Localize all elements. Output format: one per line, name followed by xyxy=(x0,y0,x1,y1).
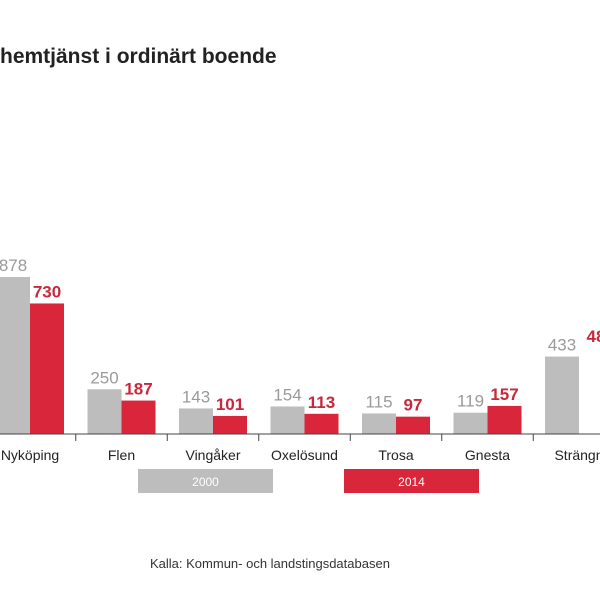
value-label-2000-3: 154 xyxy=(273,385,301,404)
bar-2000-4 xyxy=(362,413,396,434)
legend: 2000 2014 xyxy=(138,469,479,493)
category-label-6: Strängn xyxy=(554,447,600,463)
value-label-2000-5: 119 xyxy=(457,392,484,411)
category-label-0: Nyköping xyxy=(1,447,59,463)
category-label-3: Oxelösund xyxy=(271,447,338,463)
chart-title: hemtjänst i ordinärt boende xyxy=(0,45,277,68)
bars-group xyxy=(0,277,579,434)
bar-2000-2 xyxy=(179,408,213,434)
category-label-4: Trosa xyxy=(378,447,413,463)
value-label-2014-1: 187 xyxy=(124,380,152,399)
category-label-5: Gnesta xyxy=(465,447,510,463)
bar-2014-3 xyxy=(304,413,339,434)
x-axis-ticks xyxy=(75,434,534,441)
value-label-2000-0: 878 xyxy=(0,256,27,275)
value-label-2014-5: 157 xyxy=(490,385,518,404)
value-label-2014-2: 101 xyxy=(216,395,244,414)
bar-2014-5 xyxy=(487,405,522,434)
value-label-2000-6: 433 xyxy=(548,336,576,355)
legend-label-2014: 2014 xyxy=(398,475,425,489)
value-label-2000-1: 250 xyxy=(90,368,118,387)
bar-2000-3 xyxy=(270,406,305,434)
value-label-2014-6: 48 xyxy=(587,327,600,346)
bar-2014-2 xyxy=(213,415,247,434)
value-label-2014-0: 730 xyxy=(33,282,61,301)
value-label-2000-4: 115 xyxy=(365,392,392,411)
legend-swatch-2014 xyxy=(344,469,479,493)
bar-2000-5 xyxy=(453,412,488,434)
legend-swatch-2000 xyxy=(138,469,273,493)
value-label-2014-4: 97 xyxy=(404,396,423,415)
source-note: Kalla: Kommun- och landstingsdatabasen xyxy=(150,556,390,571)
bar-2000-6 xyxy=(545,356,579,434)
bar-2014-1 xyxy=(121,400,156,434)
category-label-1: Flen xyxy=(108,447,135,463)
bar-2000-1 xyxy=(87,389,122,434)
category-labels-group: Nyköping Flen Vingåker Oxelösund Trosa Gnesta… xyxy=(1,447,600,463)
value-label-2000-2: 143 xyxy=(182,387,210,406)
legend-label-2000: 2000 xyxy=(192,475,219,489)
bar-2014-4 xyxy=(396,416,430,434)
bar-2000-0 xyxy=(0,277,30,434)
value-label-2014-3: 113 xyxy=(308,393,335,412)
value-labels-group: 878 730 250 187 143 101 154 113 115 97 119 157 433 48 xyxy=(0,256,600,415)
category-label-2: Vingåker xyxy=(185,447,240,463)
bar-2014-0 xyxy=(30,303,64,434)
